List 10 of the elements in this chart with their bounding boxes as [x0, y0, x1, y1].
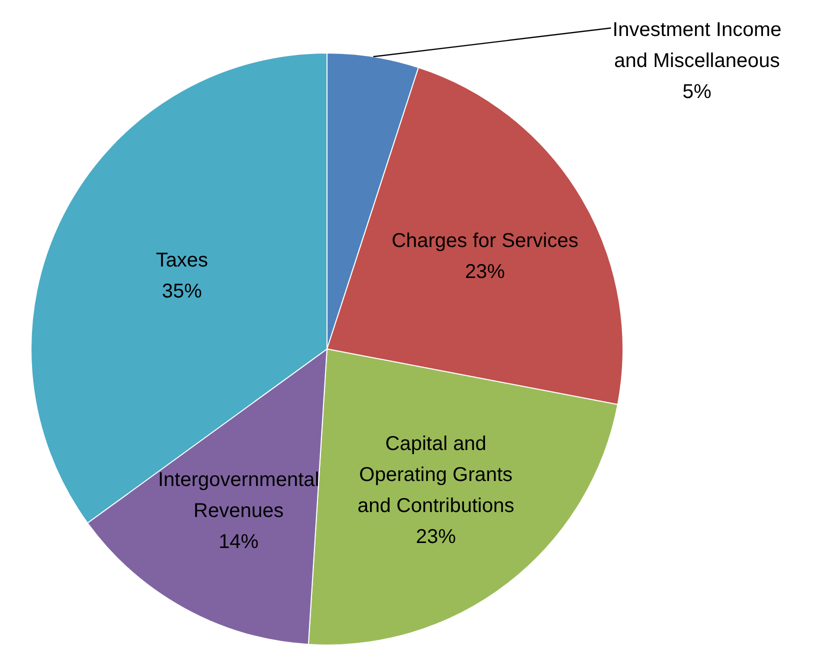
data-label: 5%: [682, 81, 712, 103]
data-label: 14%: [218, 530, 259, 553]
data-label: 35%: [162, 280, 202, 303]
data-label: 23%: [416, 526, 456, 548]
slice-label: Investment Income and Miscellaneous: [612, 19, 782, 72]
slice-label: Taxes: [156, 250, 208, 272]
slice-label: Intergovernmental Revenues: [158, 468, 320, 522]
slice-label: Charges for Services: [392, 230, 578, 252]
data-label: 23%: [464, 261, 506, 284]
slice-label: Capital and Operating Grants and Contributions: [357, 432, 514, 517]
